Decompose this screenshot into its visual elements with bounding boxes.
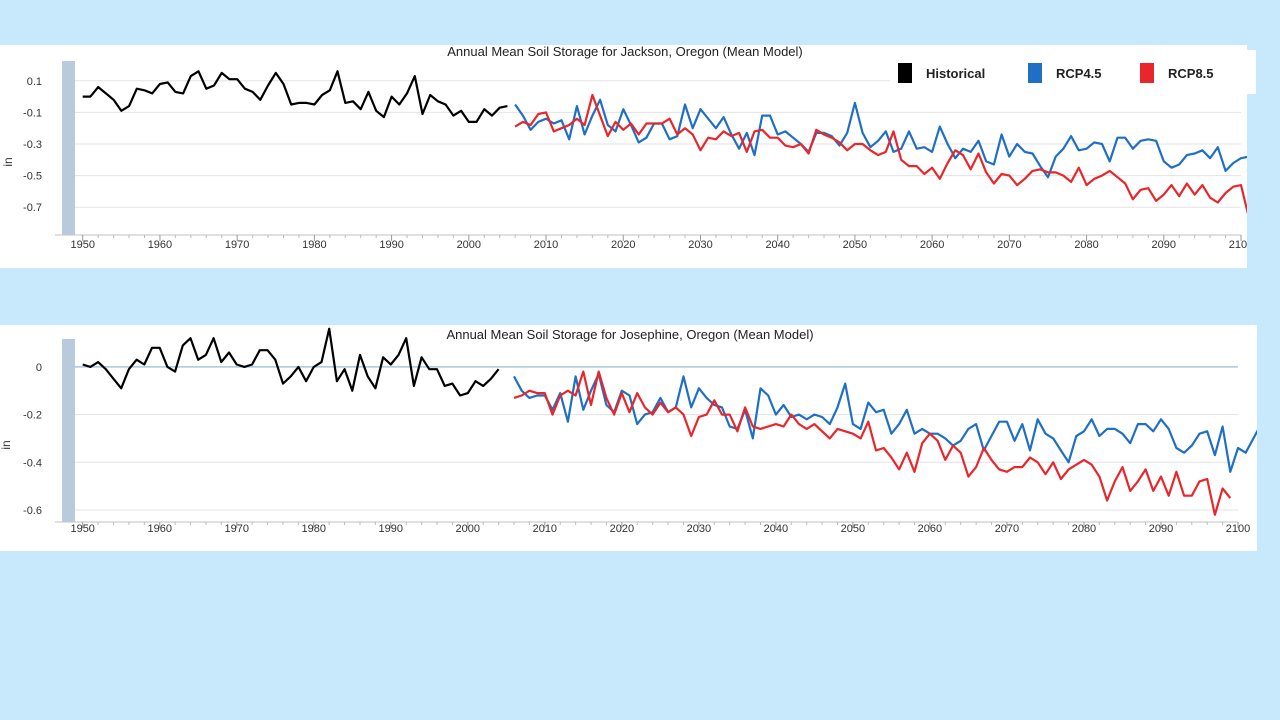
x-tick-label: 2070 [997,239,1021,251]
y-tick-label: -0.7 [23,202,42,214]
range-navigator-handle [62,61,75,235]
x-tick-label: 2090 [1149,523,1173,535]
x-tick-label: 2020 [610,523,634,535]
series-line-rcp4-5 [514,98,1266,179]
y-tick-label: 0 [36,362,42,374]
x-tick-label: 1970 [224,523,248,535]
x-tick-label: 2080 [1074,239,1098,251]
x-tick-label: 2060 [920,239,944,251]
chart-title: Annual Mean Soil Storage for Josephine, … [446,327,813,342]
y-tick-label: -0.4 [23,457,42,469]
chart-legend: Historical RCP4.5 RCP8.5 [890,50,1256,94]
legend-label-rcp45: RCP4.5 [1056,65,1102,81]
series-line-rcp8-5 [513,370,1232,516]
chart-title: Annual Mean Soil Storage for Jackson, Or… [447,45,803,59]
x-tick-label: 2080 [1072,523,1096,535]
x-tick-label: 2040 [764,523,788,535]
x-tick-label: 2050 [843,239,867,251]
x-tick-label: 2000 [457,239,481,251]
x-tick-label: 1980 [302,239,326,251]
x-tick-label: 2020 [611,239,635,251]
jackson-soil-storage-chart: 0.1 -0.1 -0.3 -0.5 -0.7 1950 1960 1970 1980 1990 2… [1,44,1266,251]
legend-item-rcp45[interactable]: RCP4.5 [1028,62,1102,84]
x-tick-label: 2040 [765,239,789,251]
x-tick-label: 1960 [148,239,172,251]
x-tick-label: 2090 [1152,239,1176,251]
y-axis-label: in [0,440,13,449]
josephine-chart-panel: 0 -0.2 -0.4 -0.6 1950 1960 1970 1980 1990 2000 201… [0,325,1270,551]
x-tick-label: 2050 [841,523,865,535]
y-tick-label: -0.5 [23,171,42,183]
x-tick-label: 1950 [70,239,94,251]
rcp85-swatch-icon [1140,63,1154,83]
x-tick-label: 2030 [687,523,711,535]
x-tick-label: 1950 [70,523,94,535]
x-tick-label: 2100 [1226,523,1250,535]
x-tick-label: 1990 [379,239,403,251]
y-tick-label: -0.2 [23,410,42,422]
x-tick-label: 2000 [456,523,480,535]
x-tick-label: 1970 [225,239,249,251]
y-tick-label: -0.6 [23,505,42,517]
josephine-soil-storage-chart: 0 -0.2 -0.4 -0.6 1950 1960 1970 1980 1990 2000 201… [0,327,1270,535]
y-tick-label: -0.3 [23,139,42,151]
x-tick-label: 2100 [1229,239,1247,251]
series-line-rcp4-5 [513,372,1270,473]
x-tick-label: 2030 [688,239,712,251]
series-line-historical [82,70,508,124]
x-tick-label: 1990 [379,523,403,535]
y-tick-label: -0.1 [23,107,42,119]
series-line-rcp8-5 [514,93,1265,218]
x-tick-label: 1960 [147,523,171,535]
series-line-historical [82,327,500,397]
x-tick-label: 2010 [534,239,558,251]
legend-label-historical: Historical [926,65,986,81]
historical-swatch-icon [898,63,912,83]
x-tick-label: 1980 [302,523,326,535]
y-axis-label: in [1,157,15,166]
legend-label-rcp85: RCP8.5 [1168,65,1214,81]
x-tick-label: 2070 [995,523,1019,535]
range-navigator-handle [62,339,75,522]
x-tick-label: 2010 [533,523,557,535]
y-tick-label: 0.1 [27,76,42,88]
rcp45-swatch-icon [1028,63,1042,83]
legend-item-rcp85[interactable]: RCP8.5 [1140,62,1214,84]
legend-item-historical[interactable]: Historical [898,62,985,84]
x-tick-label: 2060 [918,523,942,535]
